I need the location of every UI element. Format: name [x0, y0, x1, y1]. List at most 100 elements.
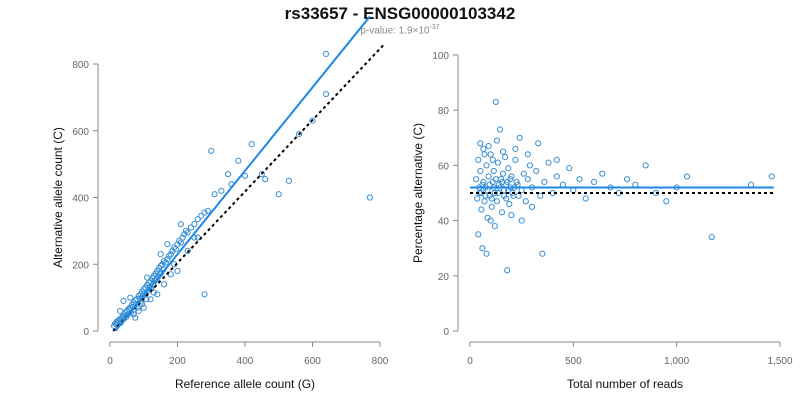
x-tick-label: 800 [372, 356, 389, 367]
data-point [488, 203, 495, 210]
data-point [479, 245, 486, 252]
data-point [539, 250, 546, 257]
data-point [492, 98, 499, 106]
data-point [487, 217, 494, 224]
y-axis-title: Percentage alternative (C) [411, 123, 425, 263]
data-point [492, 176, 499, 183]
data-point [590, 178, 598, 186]
x-tick-label: 0 [107, 356, 113, 367]
data-point [157, 251, 164, 258]
reference-line [112, 44, 385, 332]
y-tick-label: 20 [438, 272, 450, 283]
data-point [487, 151, 494, 158]
data-point [184, 247, 191, 254]
data-point [524, 151, 531, 158]
data-point [553, 156, 560, 163]
data-point [526, 162, 534, 169]
data-point [198, 212, 205, 219]
data-point [566, 165, 573, 172]
y-tick-label: 400 [72, 194, 89, 205]
data-point [475, 231, 482, 238]
data-point [165, 252, 173, 260]
y-tick-label: 0 [443, 327, 449, 338]
y-tick-label: 100 [432, 51, 449, 62]
data-point [235, 157, 242, 164]
data-point [599, 170, 606, 177]
data-point [262, 176, 269, 183]
data-point [490, 167, 497, 175]
data-point [513, 178, 520, 186]
data-point [491, 223, 498, 230]
data-point [576, 176, 583, 183]
y-tick-label: 40 [438, 217, 450, 228]
data-point [483, 162, 490, 169]
data-point [520, 170, 527, 177]
data-point [502, 154, 509, 161]
data-point [191, 221, 198, 228]
data-point [208, 147, 215, 154]
data-point [524, 176, 531, 183]
data-point [512, 145, 519, 152]
x-tick-label: 200 [169, 356, 186, 367]
data-point [528, 203, 536, 210]
data-point [545, 159, 552, 166]
chart-subtitle: p-value: 1.9×10-37 [0, 24, 800, 36]
data-point [483, 250, 490, 257]
data-point [194, 216, 201, 223]
data-point [708, 234, 715, 241]
data-point [535, 140, 542, 147]
data-point [480, 145, 487, 152]
data-point [522, 198, 529, 205]
data-point [182, 227, 190, 234]
data-point [171, 244, 178, 251]
x-tick-label: 400 [237, 356, 254, 367]
data-point [174, 267, 181, 275]
x-tick-label: 1,500 [767, 356, 792, 367]
data-point [225, 171, 232, 178]
data-point [127, 294, 134, 301]
x-tick-label: 0 [467, 356, 473, 367]
data-point [512, 156, 519, 163]
data-point [147, 296, 154, 303]
data-point [177, 221, 184, 228]
data-point [130, 311, 137, 318]
data-point [135, 307, 142, 315]
y-tick-label: 800 [72, 60, 89, 71]
data-point [537, 192, 544, 199]
data-point [140, 286, 147, 293]
x-axis-title: Reference allele count (G) [175, 377, 315, 391]
panel-1: 0 200 400 600 800 0 200 400 600 800 Reference alle… [51, 15, 389, 391]
data-point [174, 241, 181, 248]
data-point [501, 192, 508, 199]
pvalue-text: p-value: 1.9×10 [360, 25, 430, 37]
data-point [201, 291, 208, 298]
data-point [541, 178, 548, 186]
data-point [154, 291, 161, 298]
data-point [498, 178, 506, 186]
data-point [477, 140, 484, 147]
data-point [248, 141, 255, 148]
x-tick-label: 1,000 [664, 356, 689, 367]
data-point [508, 211, 515, 219]
data-point [187, 224, 195, 231]
data-point [120, 297, 127, 305]
data-point [144, 274, 151, 281]
data-point [623, 176, 631, 183]
data-point [507, 176, 514, 183]
data-point [481, 151, 488, 158]
data-point [150, 281, 157, 288]
data-point [482, 192, 489, 199]
data-point [478, 206, 485, 213]
data-point [366, 194, 373, 201]
data-point [285, 177, 292, 184]
data-point [505, 165, 512, 172]
data-point [258, 171, 265, 178]
pvalue-exponent: -37 [429, 24, 440, 31]
data-point [184, 229, 191, 236]
data-point [181, 231, 188, 238]
data-point [499, 148, 507, 155]
data-point [160, 257, 168, 265]
data-point [164, 256, 171, 263]
data-point [204, 207, 211, 214]
